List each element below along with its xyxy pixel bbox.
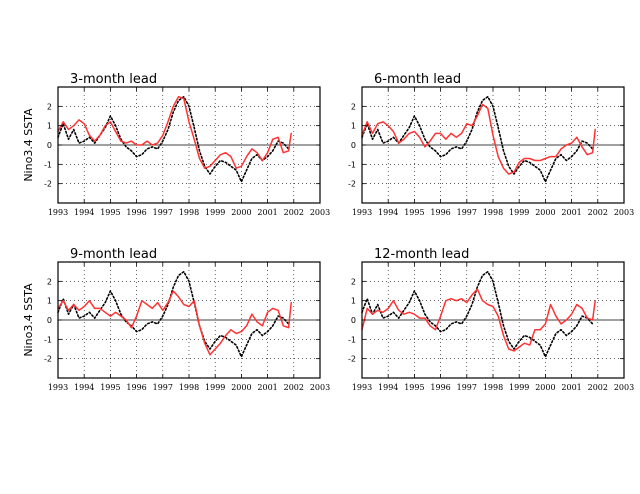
x-tick-label: 1996 bbox=[430, 208, 450, 217]
x-tick-label: 1995 bbox=[404, 383, 424, 392]
forecast-series-line bbox=[57, 290, 292, 356]
x-tick-label: 2001 bbox=[561, 383, 581, 392]
y-tick-label: -2 bbox=[44, 180, 52, 189]
observed-series-line bbox=[57, 95, 290, 183]
x-tick-label: 2002 bbox=[588, 208, 608, 217]
x-tick-label: 2001 bbox=[257, 208, 277, 217]
x-tick-label: 1994 bbox=[378, 208, 398, 217]
y-tick-label: -1 bbox=[44, 160, 52, 169]
x-tick-label: 1995 bbox=[100, 208, 120, 217]
x-tick-label: 1997 bbox=[457, 383, 477, 392]
observed-series-line bbox=[361, 270, 594, 358]
panel-title: 3-month lead bbox=[70, 72, 157, 87]
x-tick-label: 2001 bbox=[561, 208, 581, 217]
x-tick-label: 2001 bbox=[257, 383, 277, 392]
x-tick-label: 1996 bbox=[430, 383, 450, 392]
panel-title: 6-month lead bbox=[374, 72, 461, 87]
y-tick-label: 0 bbox=[351, 316, 356, 325]
x-tick-label: 1999 bbox=[205, 383, 225, 392]
y-tick-label: -2 bbox=[44, 355, 52, 364]
x-tick-label: 1998 bbox=[483, 383, 503, 392]
x-tick-label: 2000 bbox=[535, 383, 555, 392]
y-tick-label: -1 bbox=[44, 335, 52, 344]
chart-panel-4: 1993 1994 1995 1996 1997 1998 1999 2000 2001 2002… bbox=[348, 247, 634, 392]
y-tick-label: 2 bbox=[47, 102, 52, 111]
y-axis-label: Nino3.4 SSTA bbox=[22, 108, 35, 182]
x-tick-label: 2002 bbox=[284, 383, 304, 392]
y-tick-label: 1 bbox=[47, 297, 52, 306]
x-tick-label: 1999 bbox=[205, 208, 225, 217]
x-tick-label: 1995 bbox=[100, 383, 120, 392]
panel-title: 9-month lead bbox=[70, 247, 157, 262]
y-tick-label: -2 bbox=[348, 355, 356, 364]
x-tick-label: 1997 bbox=[153, 383, 173, 392]
y-tick-label: 1 bbox=[351, 297, 356, 306]
x-tick-label: 2002 bbox=[284, 208, 304, 217]
x-tick-label: 1999 bbox=[509, 383, 529, 392]
forecast-series-line bbox=[361, 288, 596, 352]
y-tick-label: 0 bbox=[47, 316, 52, 325]
x-tick-label: 2003 bbox=[614, 208, 634, 217]
y-tick-label: 2 bbox=[351, 102, 356, 111]
x-tick-label: 2003 bbox=[310, 208, 330, 217]
x-tick-label: 1994 bbox=[74, 208, 94, 217]
y-tick-label: -2 bbox=[348, 180, 356, 189]
y-tick-label: 2 bbox=[47, 277, 52, 286]
x-tick-label: 1993 bbox=[352, 208, 372, 217]
x-tick-label: 1994 bbox=[74, 383, 94, 392]
y-tick-label: 2 bbox=[351, 277, 356, 286]
x-tick-label: 1997 bbox=[153, 208, 173, 217]
y-tick-label: 1 bbox=[47, 122, 52, 131]
y-tick-label: 1 bbox=[351, 122, 356, 131]
x-tick-label: 1993 bbox=[48, 383, 68, 392]
x-tick-label: 1996 bbox=[126, 208, 146, 217]
x-tick-label: 1993 bbox=[352, 383, 372, 392]
y-tick-label: 0 bbox=[47, 141, 52, 150]
y-tick-label: -1 bbox=[348, 160, 356, 169]
x-tick-label: 1994 bbox=[378, 383, 398, 392]
chart-panel-1: 1993 1994 1995 1996 1997 1998 1999 2000 2001 2002… bbox=[22, 72, 330, 217]
x-tick-label: 1998 bbox=[483, 208, 503, 217]
x-tick-label: 2000 bbox=[535, 208, 555, 217]
forecast-series-line bbox=[57, 95, 292, 169]
x-tick-label: 2000 bbox=[231, 383, 251, 392]
forecast-series-line bbox=[361, 103, 596, 175]
x-tick-label: 2000 bbox=[231, 208, 251, 217]
y-tick-label: -1 bbox=[348, 335, 356, 344]
x-tick-label: 1997 bbox=[457, 208, 477, 217]
chart-panel-2: 1993 1994 1995 1996 1997 1998 1999 2000 2001 2002… bbox=[348, 72, 634, 217]
x-tick-label: 1998 bbox=[179, 208, 199, 217]
x-tick-label: 2003 bbox=[310, 383, 330, 392]
x-tick-label: 1993 bbox=[48, 208, 68, 217]
chart-panel-3: 1993 1994 1995 1996 1997 1998 1999 2000 2001 2002… bbox=[22, 247, 330, 392]
x-tick-label: 1998 bbox=[179, 383, 199, 392]
x-tick-label: 1995 bbox=[404, 208, 424, 217]
observed-series-line bbox=[57, 270, 290, 358]
panel-title: 12-month lead bbox=[374, 247, 469, 262]
x-tick-label: 1996 bbox=[126, 383, 146, 392]
y-tick-label: 0 bbox=[351, 141, 356, 150]
observed-series-line bbox=[361, 95, 594, 183]
x-tick-label: 1999 bbox=[509, 208, 529, 217]
x-tick-label: 2003 bbox=[614, 383, 634, 392]
x-tick-label: 2002 bbox=[588, 383, 608, 392]
y-axis-label: Nino3.4 SSTA bbox=[22, 283, 35, 357]
